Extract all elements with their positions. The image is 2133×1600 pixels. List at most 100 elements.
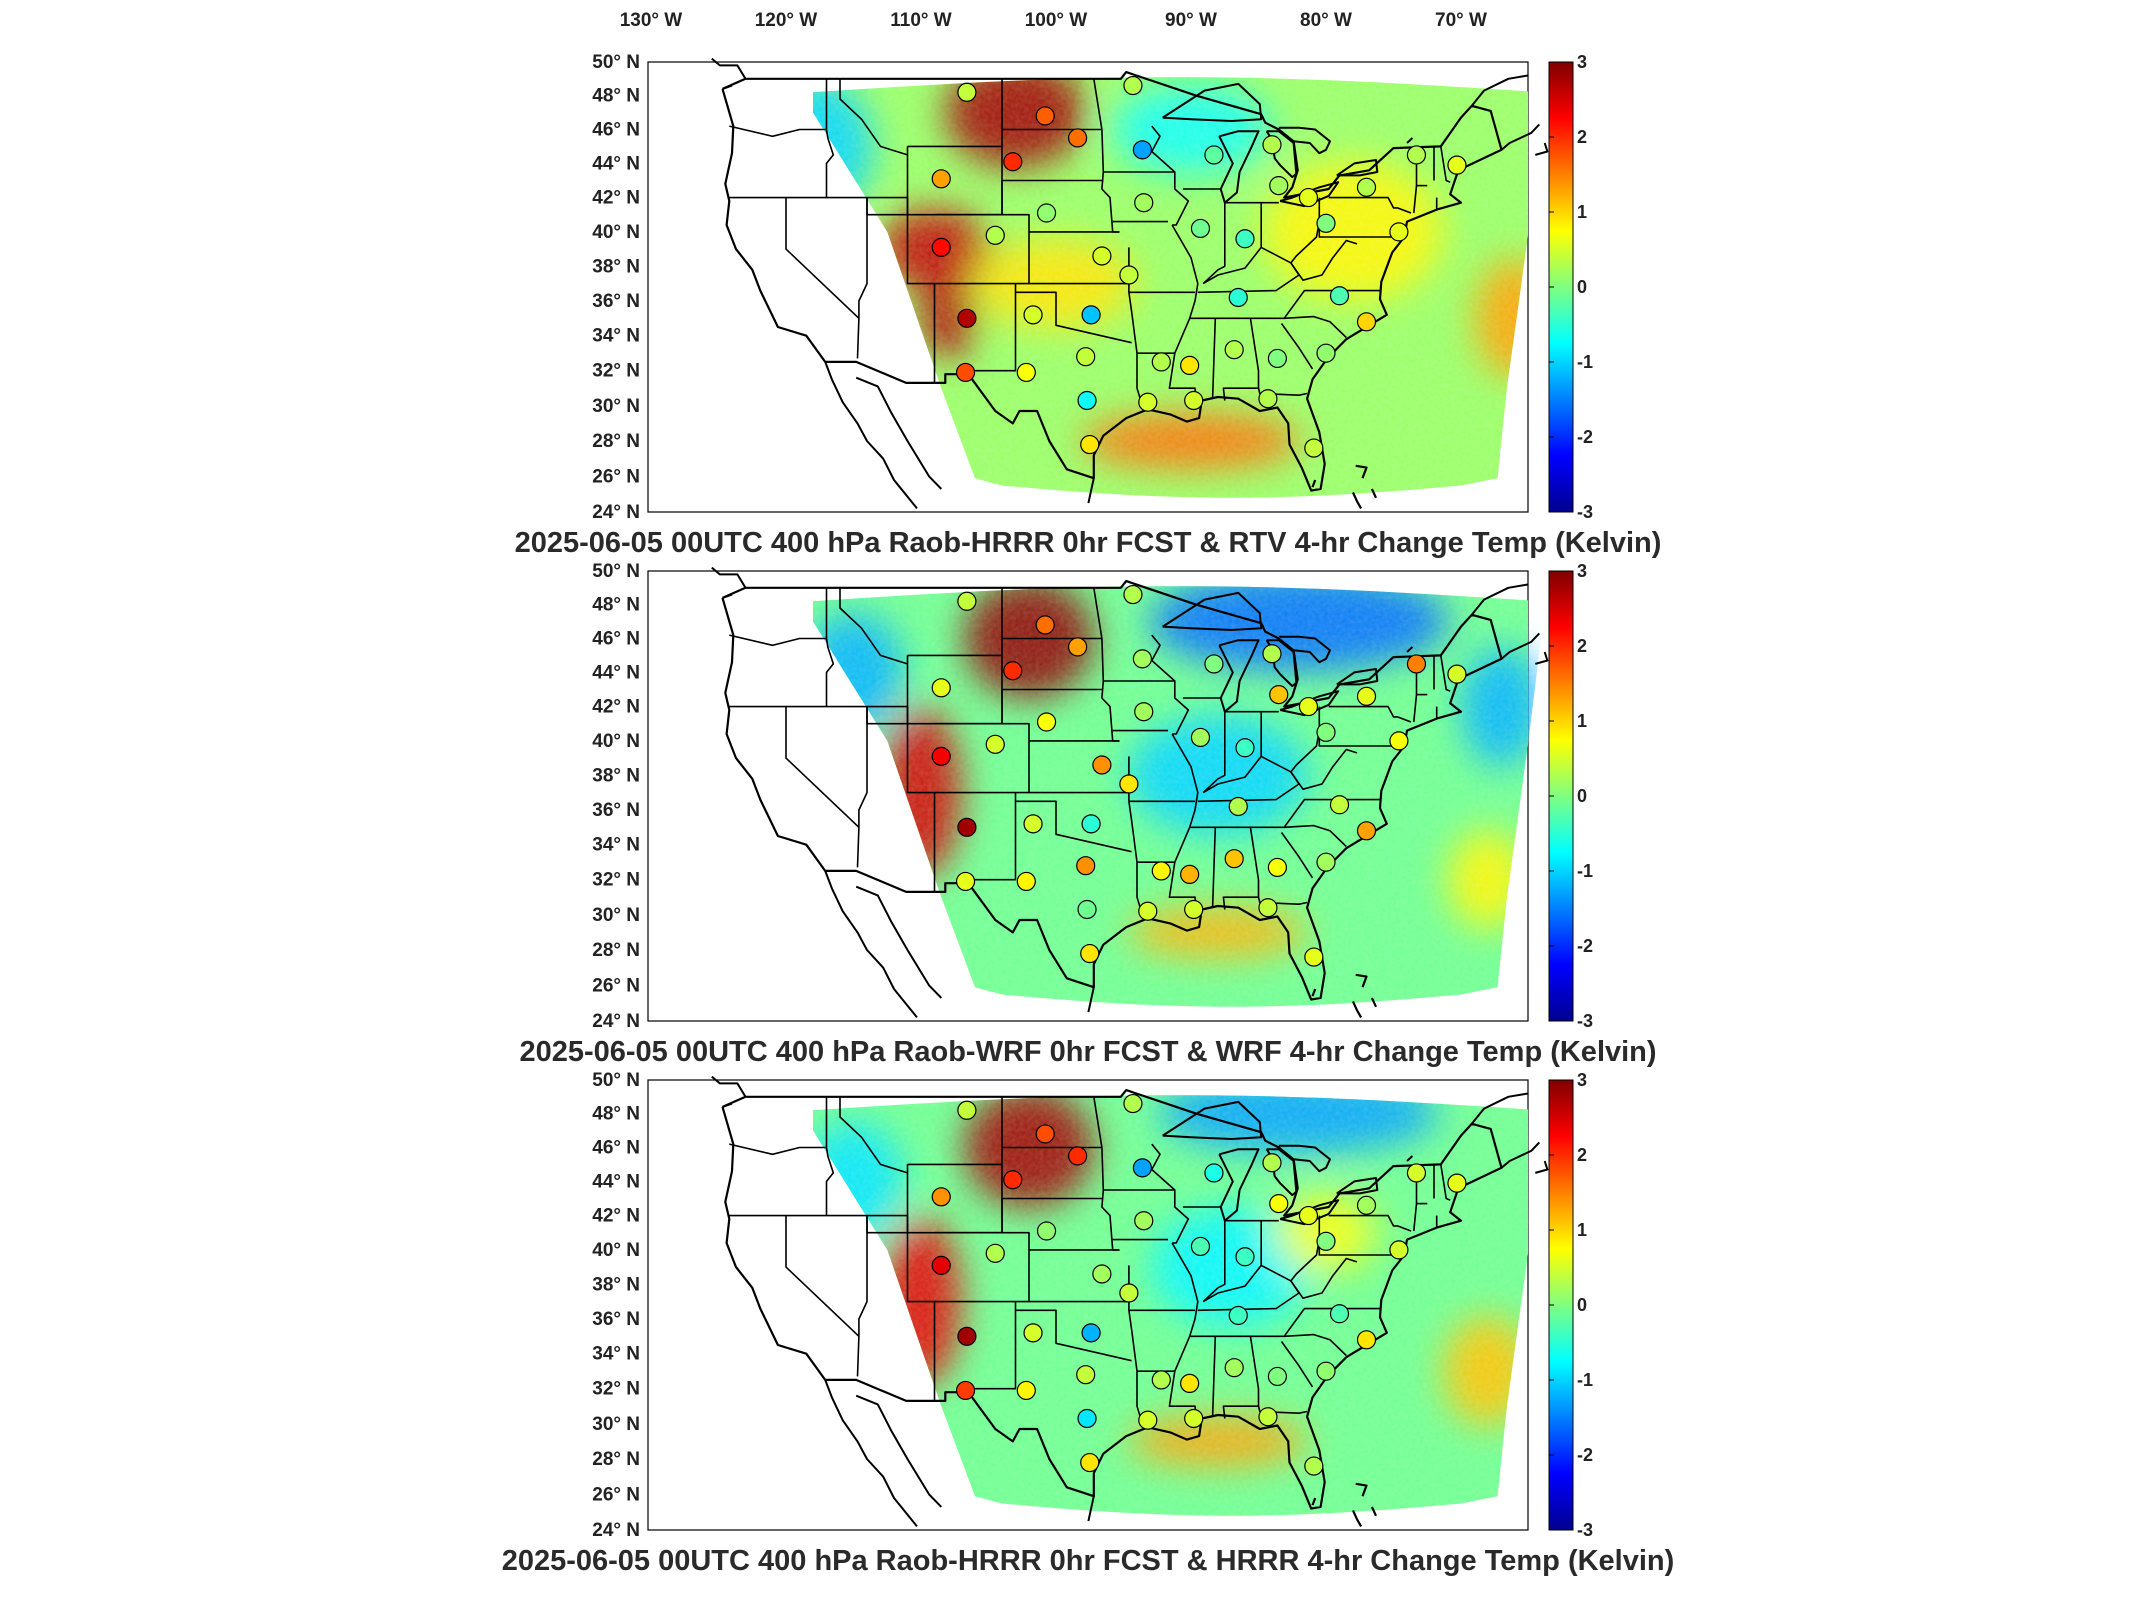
canada-coastline [1535,142,1549,156]
colorbar-tick-label: 0 [1577,1295,1587,1315]
raob-station-marker [1258,1407,1278,1427]
colorbar-tick-label: 3 [1577,561,1587,581]
panel-title: 2025-06-05 00UTC 400 hPa Raob-HRRR 0hr F… [502,1545,1675,1577]
great-lake [1336,159,1379,177]
raob-station-marker [1076,347,1096,367]
raob-station-marker [957,1100,977,1120]
raob-station-marker [931,169,951,189]
lat-label: 32° N [592,1379,640,1400]
colorbar-tick-label: 2 [1577,127,1587,147]
mexico-coastline [1087,986,1095,1013]
raob-station-marker [1406,1163,1427,1183]
lat-label: 46° N [592,1137,640,1158]
raob-station-marker [1123,1093,1143,1114]
lat-label: 32° N [592,870,640,891]
raob-station-marker [1447,155,1467,175]
lat-label: 38° N [592,765,640,786]
raob-station-marker [931,1255,951,1275]
state-border [1257,897,1308,905]
state-border [934,722,1030,794]
raob-station-marker [1081,814,1101,834]
canada-coastline [711,57,747,80]
lat-label: 42° N [592,188,640,209]
raob-station-marker [1389,731,1409,751]
raob-station-marker [1067,1146,1088,1166]
colorbar-tick-label: 1 [1577,202,1587,222]
raob-station-marker [1356,1330,1377,1350]
lat-label: 42° N [592,697,640,718]
raob-station-marker [1016,1380,1036,1401]
canada-coastline [1471,583,1529,616]
raob-station-marker [1235,229,1255,249]
great-lake [1218,639,1260,713]
raob-station-marker [985,225,1005,245]
raob-station-marker [1224,1358,1244,1378]
lat-label: 26° N [592,975,640,996]
canada-coastline [1406,137,1414,144]
island [1311,1497,1317,1506]
great-lake [1218,1148,1260,1222]
lat-label: 30° N [592,396,640,417]
raob-station-marker [931,746,951,766]
raob-station-marker [1262,135,1282,155]
lon-label: 100° W [1025,10,1088,31]
latitude-labels: 50° N 48° N 46° N 44° N 42° N 40° N 38° N 36° N… [592,1070,640,1541]
state-border [1128,247,1144,407]
lat-label: 34° N [592,326,640,347]
colorbar-tick-label: -2 [1577,936,1593,956]
state-border [866,1215,909,1234]
island [1355,1482,1368,1497]
raob-station-marker [1269,685,1289,705]
colorbar-tick-label: 1 [1577,711,1587,731]
colorbar-tick-label: -2 [1577,1445,1593,1465]
raob-station-marker [1304,947,1324,967]
lat-label: 34° N [592,835,640,856]
state-border [839,587,908,665]
raob-station-marker [1329,286,1350,306]
raob-station-marker [1123,75,1143,96]
mexico-coastline [824,870,918,1019]
island [1355,973,1368,988]
raob-station-marker [1228,1305,1248,1326]
state-border [1440,146,1451,183]
raob-station-marker [1235,738,1255,758]
raob-station-marker [955,871,976,892]
colorbar-tick-label: -3 [1577,1520,1593,1540]
raob-station-marker [1228,287,1248,308]
raob-station-marker [1151,352,1171,372]
lat-label: 38° N [592,1274,640,1295]
state-border [1290,1239,1358,1299]
lat-label: 30° N [592,1414,640,1435]
raob-station-marker [1204,654,1224,674]
state-border [1128,1265,1144,1425]
state-border [856,706,868,868]
raob-station-marker [1023,1323,1043,1343]
raob-station-marker [957,817,977,837]
state-border [966,1301,1017,1390]
lat-label: 44° N [592,153,640,174]
raob-station-marker [1356,177,1377,197]
lat-label: 50° N [592,561,640,582]
latitude-labels: 50° N 48° N 46° N 44° N 42° N 40° N 38° N 36° N… [592,561,640,1032]
raob-station-marker [1151,861,1171,881]
state-border [1328,1214,1412,1232]
state-border [1211,318,1217,399]
lat-label: 46° N [592,628,640,649]
raob-station-marker [1204,145,1224,165]
canada-coastline [1278,635,1331,664]
colorbar-tick-label: -3 [1577,1011,1593,1031]
raob-stations [931,584,1467,967]
state-border [934,213,1030,285]
raob-station-marker [1134,702,1154,722]
state-border [825,587,835,707]
raob-station-marker [1035,1124,1055,1144]
lat-label: 28° N [592,431,640,452]
state-border [1211,1336,1217,1417]
raob-station-marker [1132,649,1153,669]
raob-station-marker [1080,1452,1100,1473]
great-lake [1218,130,1260,204]
raob-station-marker [1132,1158,1153,1178]
canada-coastline [1535,651,1549,665]
lat-label: 40° N [592,1240,640,1261]
